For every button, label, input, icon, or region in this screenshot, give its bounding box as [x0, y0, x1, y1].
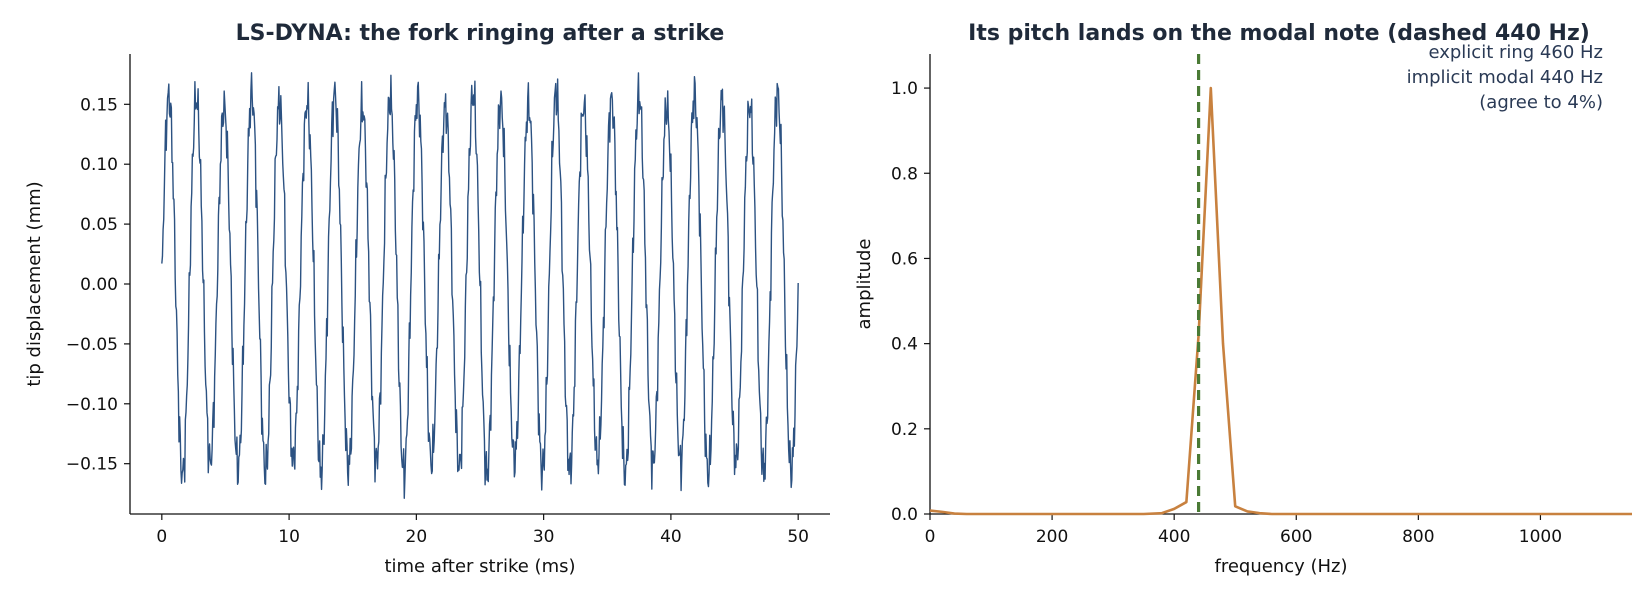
- right-y-axis-label: amplitude: [854, 239, 875, 330]
- right-y-tick-label: 0.8: [891, 164, 918, 184]
- right-axes: [929, 54, 1632, 515]
- spectrum-series-line: [929, 86, 1632, 516]
- left-y-tick-label: 0.10: [80, 155, 118, 175]
- left-y-tick-label: 0.00: [80, 275, 118, 295]
- annotation-line-2: implicit modal 440 Hz: [1407, 67, 1603, 88]
- left-x-tick-label: 40: [660, 527, 682, 547]
- right-x-tick-label: 800: [1402, 527, 1434, 547]
- right-y-tick-label: 0.6: [891, 249, 918, 269]
- right-y-tick-label: 0.0: [891, 505, 918, 525]
- right-x-tick-label: 0: [925, 527, 936, 547]
- right-chart-title: Its pitch lands on the modal note (dashe…: [968, 21, 1590, 46]
- right-x-tick-label: 200: [1036, 527, 1068, 547]
- right-x-tick-label: 600: [1280, 527, 1312, 547]
- annotation-line-1: explicit ring 460 Hz: [1428, 42, 1603, 63]
- left-x-tick-label: 50: [787, 527, 809, 547]
- right-y-ticks: 0.0 0.2 0.4 0.6 0.8 1.0: [891, 79, 930, 525]
- left-y-ticks: 0.15 0.10 0.05 0.00 −0.05 −0.10 −0.15: [66, 95, 130, 475]
- displacement-series-line: [161, 72, 799, 499]
- left-x-tick-label: 0: [156, 527, 167, 547]
- right-x-axis-label: frequency (Hz): [1214, 556, 1347, 577]
- left-x-ticks: 0 10 20 30 40 50: [156, 514, 809, 547]
- left-y-tick-label: −0.15: [66, 455, 118, 475]
- right-x-tick-label: 1000: [1519, 527, 1562, 547]
- right-y-tick-label: 1.0: [891, 79, 918, 99]
- spectrum-panel: Its pitch lands on the modal note (dashe…: [854, 21, 1632, 577]
- right-x-tick-label: 400: [1158, 527, 1190, 547]
- left-y-tick-label: −0.05: [66, 335, 118, 355]
- left-y-axis-label: tip displacement (mm): [24, 181, 45, 386]
- left-x-tick-label: 30: [533, 527, 555, 547]
- left-y-tick-label: −0.10: [66, 395, 118, 415]
- annotation-line-3: (agree to 4%): [1479, 92, 1603, 113]
- left-x-tick-label: 20: [406, 527, 428, 547]
- left-x-tick-label: 10: [278, 527, 300, 547]
- right-y-tick-label: 0.4: [891, 335, 918, 355]
- left-y-tick-label: 0.05: [80, 215, 118, 235]
- right-x-ticks: 0 200 400 600 800 1000: [925, 514, 1562, 547]
- time-series-panel: LS-DYNA: the fork ringing after a strike…: [24, 21, 830, 577]
- left-y-tick-label: 0.15: [80, 95, 118, 115]
- left-chart-title: LS-DYNA: the fork ringing after a strike: [236, 21, 725, 46]
- right-y-tick-label: 0.2: [891, 420, 918, 440]
- left-x-axis-label: time after strike (ms): [384, 556, 575, 577]
